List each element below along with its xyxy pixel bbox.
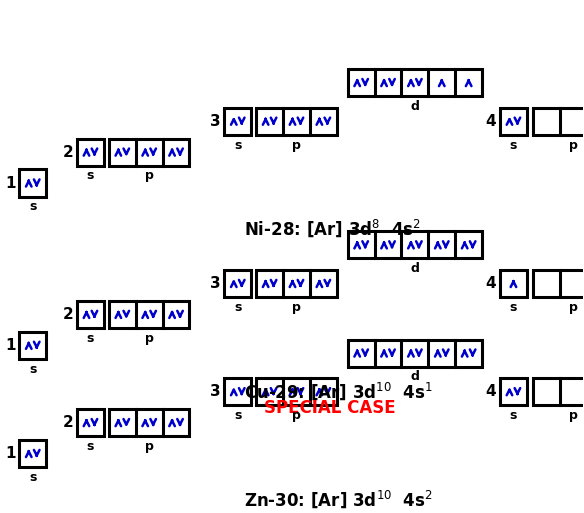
Bar [347, 340, 482, 367]
Text: 4: 4 [485, 276, 496, 291]
Bar [533, 108, 584, 135]
Text: d: d [411, 262, 419, 275]
Text: 2: 2 [62, 307, 73, 322]
Bar [500, 108, 527, 135]
Bar [224, 378, 251, 405]
Bar [500, 378, 527, 405]
Text: 1: 1 [5, 446, 15, 461]
Text: s: s [234, 409, 241, 422]
Bar [109, 409, 189, 436]
Text: 2: 2 [62, 415, 73, 430]
Bar [347, 231, 482, 259]
Bar [19, 169, 46, 196]
Bar [533, 270, 584, 297]
Text: s: s [510, 409, 517, 422]
Text: p: p [292, 139, 301, 151]
Text: p: p [145, 332, 154, 345]
Bar [256, 378, 337, 405]
Text: s: s [234, 139, 241, 151]
Text: SPECIAL CASE: SPECIAL CASE [264, 400, 396, 418]
Bar [77, 301, 104, 328]
Text: s: s [510, 139, 517, 151]
Text: p: p [569, 139, 578, 151]
Text: Cu-29: [Ar] 3d$^{10}$  4s$^{1}$: Cu-29: [Ar] 3d$^{10}$ 4s$^{1}$ [244, 380, 433, 402]
Text: s: s [87, 169, 94, 183]
Text: Ni-28: [Ar] 3d$^{8}$  4s$^{2}$: Ni-28: [Ar] 3d$^{8}$ 4s$^{2}$ [244, 218, 422, 240]
Bar [19, 440, 46, 467]
Text: s: s [29, 363, 36, 376]
Bar [109, 139, 189, 166]
Text: p: p [292, 409, 301, 422]
Text: d: d [411, 370, 419, 383]
Text: p: p [145, 169, 154, 183]
Bar [533, 378, 584, 405]
Text: 4: 4 [485, 114, 496, 129]
Text: p: p [292, 301, 301, 314]
Text: 1: 1 [5, 338, 15, 353]
Text: 3: 3 [210, 114, 220, 129]
Bar [19, 332, 46, 359]
Bar [109, 301, 189, 328]
Text: p: p [569, 301, 578, 314]
Bar [77, 139, 104, 166]
Bar [224, 270, 251, 297]
Text: 3: 3 [210, 276, 220, 291]
Text: p: p [569, 409, 578, 422]
Text: d: d [411, 100, 419, 113]
Bar [224, 108, 251, 135]
Text: s: s [29, 201, 36, 213]
Text: s: s [87, 332, 94, 345]
Bar [500, 270, 527, 297]
Text: s: s [29, 471, 36, 484]
Bar [347, 69, 482, 96]
Text: 1: 1 [5, 175, 15, 190]
Bar [77, 409, 104, 436]
Text: p: p [145, 440, 154, 453]
Text: s: s [234, 301, 241, 314]
Text: 3: 3 [210, 384, 220, 399]
Text: 2: 2 [62, 145, 73, 160]
Text: s: s [87, 440, 94, 453]
Bar [256, 108, 337, 135]
Text: s: s [510, 301, 517, 314]
Text: 4: 4 [485, 384, 496, 399]
Text: Zn-30: [Ar] 3d$^{10}$  4s$^{2}$: Zn-30: [Ar] 3d$^{10}$ 4s$^{2}$ [244, 488, 433, 510]
Bar [256, 270, 337, 297]
